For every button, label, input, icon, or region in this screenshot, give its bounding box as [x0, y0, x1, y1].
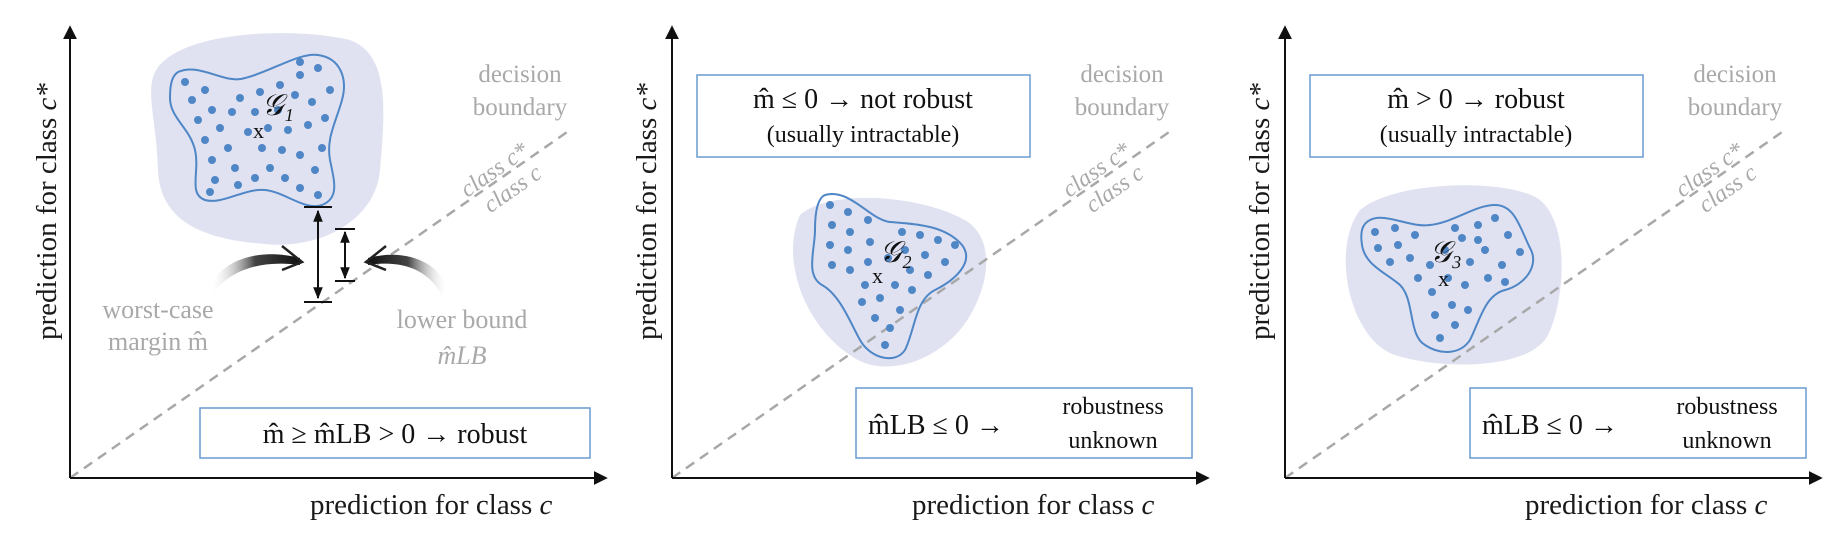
pointer-left-icon — [210, 254, 300, 292]
boundary-label-2: boundary — [473, 94, 568, 121]
region-dots — [1371, 214, 1524, 342]
region-outline — [168, 53, 345, 208]
lower-bound-symbol: m̂LB — [437, 341, 486, 370]
boundary-label: decision — [1080, 61, 1164, 88]
x-axis-label: prediction for class c — [1525, 489, 1768, 521]
panel-3: 𝒢₃ x decision boundary class c* class c … — [1244, 25, 1823, 521]
region-label: 𝒢₁ — [262, 89, 294, 122]
region-dots — [181, 58, 334, 199]
lower-bound-label: lower bound — [397, 305, 528, 334]
uncertainty-blob — [151, 33, 384, 245]
class-labels: class c* class c — [456, 138, 547, 219]
boundary-label-2: boundary — [1688, 94, 1783, 121]
bottom-box — [1469, 387, 1807, 459]
panel-2: 𝒢₂ x decision boundary class c* class c … — [631, 25, 1210, 521]
result-box — [199, 407, 591, 459]
boundary-label: decision — [1693, 61, 1777, 88]
region-outline — [1360, 203, 1535, 353]
region-outline — [811, 193, 968, 360]
x-axis-label: prediction for class c — [310, 489, 553, 521]
worst-case-margin-label: margin m̂ — [108, 327, 208, 356]
class-labels: class c* class c — [1058, 138, 1149, 219]
pointer-right-icon — [368, 254, 448, 296]
boundary-label-2: boundary — [1075, 94, 1170, 121]
worst-case-label: worst-case — [102, 295, 213, 324]
x-axis-label: prediction for class c — [912, 489, 1155, 521]
y-axis-label: prediction for class c* — [631, 83, 663, 340]
top-box — [696, 74, 1031, 158]
bottom-box-line1: robustness — [1676, 394, 1777, 420]
result-box-text: m̂ ≥ m̂LB > 0 → robust — [263, 419, 528, 450]
region-dots — [826, 201, 959, 349]
bottom-box-line2: unknown — [1682, 428, 1771, 454]
center-mark: x — [1438, 266, 1449, 291]
bottom-box-line1: robustness — [1062, 394, 1163, 420]
boundary-label: decision — [478, 61, 562, 88]
region-label: 𝒢₃ — [1430, 236, 1462, 269]
center-mark: x — [872, 263, 883, 288]
top-box — [1309, 74, 1644, 158]
uncertainty-blob — [793, 197, 987, 367]
uncertainty-blob — [1345, 185, 1562, 365]
region-label: 𝒢₂ — [880, 236, 912, 269]
top-box-line1: m̂ ≤ 0 → not robust — [753, 84, 973, 115]
top-box-line2: (usually intractable) — [1380, 122, 1573, 148]
bottom-box-main: m̂LB ≤ 0 → — [1482, 410, 1618, 441]
y-axis-label: prediction for class c* — [31, 83, 63, 340]
class-labels: class c* class c — [1671, 138, 1762, 219]
bottom-box — [855, 387, 1193, 459]
panel-1: 𝒢₁ x decision boundary class c* class c … — [31, 25, 608, 521]
bottom-box-line2: unknown — [1068, 428, 1157, 454]
top-box-line1: m̂ > 0 → robust — [1387, 84, 1565, 115]
bottom-box-main: m̂LB ≤ 0 → — [868, 410, 1004, 441]
center-mark: x — [253, 118, 264, 143]
y-axis-label: prediction for class c* — [1244, 83, 1276, 340]
top-box-line2: (usually intractable) — [767, 122, 960, 148]
